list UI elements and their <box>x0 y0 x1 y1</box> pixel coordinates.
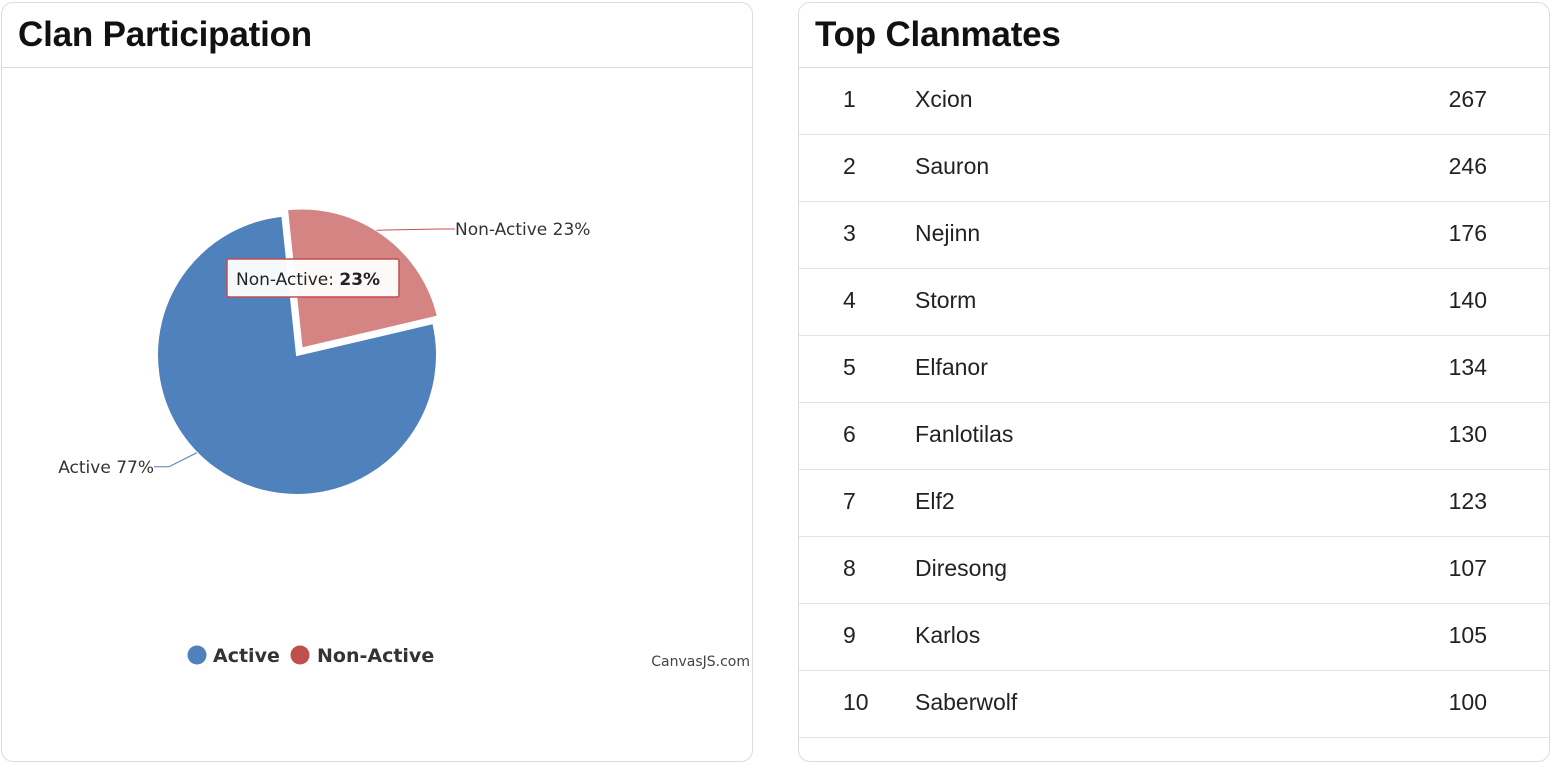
top-clanmates-title: Top Clanmates <box>815 15 1061 54</box>
non-active-slice-label: Non-Active 23% <box>455 220 590 240</box>
name-cell: Sauron <box>915 153 990 179</box>
table-row: 8 Diresong 107 <box>799 537 1549 604</box>
participation-pie-chart: Active 77%Non-Active 23%Non-Active: 23%A… <box>58 207 750 670</box>
clan-participation-title: Clan Participation <box>18 15 312 54</box>
name-cell: Elf2 <box>915 488 955 514</box>
rank-cell: 10 <box>843 689 869 715</box>
chart-tooltip <box>226 258 400 298</box>
table-row: 3 Nejinn 176 <box>799 202 1549 269</box>
legend-marker-non-active <box>290 645 310 665</box>
score-cell: 107 <box>1448 555 1487 581</box>
active-slice-label: Active 77% <box>58 458 154 478</box>
top-clanmates-header: Top Clanmates <box>799 3 1549 68</box>
score-cell: 176 <box>1448 220 1487 246</box>
non-active-label-connector <box>376 228 455 231</box>
table-row: 2 Sauron 246 <box>799 135 1549 202</box>
tooltip-label: Non-Active: <box>236 270 334 290</box>
clan-participation-card: Clan Participation Active 77% Non-Active … <box>1 2 753 762</box>
name-cell: Xcion <box>915 86 973 112</box>
rank-cell: 1 <box>843 86 856 112</box>
rank-cell: 5 <box>843 354 856 380</box>
chart-tooltip-text: Non-Active: 23% <box>236 270 380 290</box>
score-cell: 123 <box>1448 488 1487 514</box>
rank-cell: 4 <box>843 287 856 313</box>
name-cell: Elfanor <box>915 354 988 380</box>
clan-participation-header: Clan Participation <box>2 3 752 68</box>
name-cell: Storm <box>915 287 977 313</box>
name-cell: Fanlotilas <box>915 421 1014 447</box>
legend-item-active: Active <box>213 645 280 667</box>
top-clanmates-card: Top Clanmates 1 Xcion 267 2 Sauron 246 3 Nejinn… <box>798 2 1550 762</box>
legend-marker-active <box>187 645 207 665</box>
rank-cell: 8 <box>843 555 856 581</box>
table-row: 9 Karlos 105 <box>799 604 1549 671</box>
rank-cell: 3 <box>843 220 856 246</box>
clanmates-list: 1 Xcion 267 2 Sauron 246 3 Nejinn 176 4 Storm 140 5 E… <box>799 68 1549 738</box>
score-cell: 105 <box>1448 622 1487 648</box>
score-cell: 140 <box>1448 287 1487 313</box>
score-cell: 134 <box>1448 354 1487 380</box>
score-cell: 246 <box>1448 153 1487 179</box>
rank-cell: 2 <box>843 153 856 179</box>
table-row: 6 Fanlotilas 130 <box>799 403 1549 470</box>
table-row: 7 Elf2 123 <box>799 470 1549 537</box>
active-label-connector <box>154 452 198 468</box>
name-cell: Diresong <box>915 555 1008 581</box>
legend-item-non-active: Non-Active <box>317 645 434 667</box>
tooltip-value: 23% <box>339 270 380 290</box>
name-cell: Nejinn <box>915 220 981 246</box>
name-cell: Saberwolf <box>915 689 1018 715</box>
rank-cell: 7 <box>843 488 856 514</box>
name-cell: Karlos <box>915 622 981 648</box>
score-cell: 130 <box>1448 421 1487 447</box>
table-row: 5 Elfanor 134 <box>799 336 1549 403</box>
rank-cell: 6 <box>843 421 856 447</box>
table-row: 10 Saberwolf 100 <box>799 671 1549 738</box>
canvasjs-credit[interactable]: CanvasJS.com <box>651 654 750 670</box>
score-cell: 100 <box>1448 689 1487 715</box>
table-row: 4 Storm 140 <box>799 269 1549 336</box>
score-cell: 267 <box>1448 86 1487 112</box>
rank-cell: 9 <box>843 622 856 648</box>
table-row: 1 Xcion 267 <box>799 68 1549 135</box>
